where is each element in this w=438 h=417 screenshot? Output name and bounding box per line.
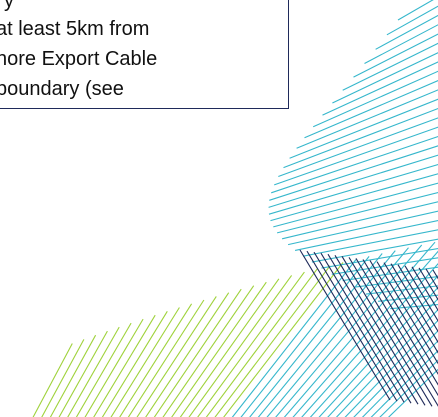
pattern-line (276, 191, 438, 234)
pattern-line (377, 294, 438, 302)
pattern-line (269, 145, 438, 201)
pattern-line (362, 259, 438, 386)
pattern-line (283, 107, 438, 169)
callout-line-4: boundary (see (0, 78, 124, 100)
pattern-line (294, 219, 438, 251)
pattern-line (322, 61, 438, 116)
pattern-line (418, 267, 438, 301)
pattern-line (110, 307, 180, 417)
pattern-line (136, 296, 217, 417)
pattern-line (370, 349, 438, 417)
pattern-line (58, 330, 108, 417)
pattern-line (223, 262, 344, 417)
pattern-line (240, 256, 370, 417)
pattern-line (388, 368, 438, 417)
pattern-line (119, 303, 193, 417)
pattern-line (344, 319, 438, 417)
pattern-line (214, 265, 331, 417)
pattern-line (342, 42, 438, 91)
pattern-line (306, 250, 398, 402)
pattern-line (320, 252, 412, 404)
pattern-line (249, 253, 383, 417)
pattern-line (275, 244, 423, 417)
pattern-line (127, 299, 205, 417)
callout-line-3: hore Export Cable (0, 48, 158, 70)
pattern-line (354, 275, 438, 288)
pattern-line (274, 126, 438, 186)
pattern-line (313, 251, 405, 403)
callout-line-1: y (4, 0, 14, 12)
pattern-line (299, 249, 391, 401)
pattern-line (334, 255, 426, 406)
pattern-line (197, 271, 305, 417)
pattern-line (179, 278, 280, 417)
pattern-line (304, 80, 438, 139)
pattern-line (162, 285, 255, 417)
callout-box: y at least 5km from hore Export Cable bo… (0, 0, 289, 109)
pattern-line (266, 247, 409, 417)
pattern-line (268, 163, 438, 215)
pattern-line (386, 5, 438, 36)
pattern-line (101, 311, 168, 417)
pattern-line (205, 268, 318, 417)
pattern-line (273, 182, 438, 228)
pattern-line (383, 262, 438, 354)
pattern-line (231, 259, 357, 417)
pattern-line (376, 261, 438, 365)
pattern-line (67, 326, 120, 417)
pattern-line (353, 330, 438, 417)
pattern-line (390, 263, 438, 344)
pattern-line (188, 275, 293, 417)
pattern-line (84, 318, 144, 417)
pattern-line (268, 154, 438, 208)
pattern-line (364, 24, 438, 64)
pattern-line (327, 253, 419, 405)
pattern-line (312, 70, 438, 128)
pattern-line (390, 303, 438, 310)
pattern-line (270, 173, 438, 222)
pattern-line (289, 98, 438, 159)
pattern-line (153, 288, 242, 417)
pattern-line (348, 257, 438, 407)
pattern-line (318, 286, 438, 417)
pattern-line (327, 297, 438, 417)
pattern-line (355, 258, 438, 397)
pattern-line (309, 275, 438, 417)
pattern-line (281, 201, 438, 240)
pattern-line (278, 117, 438, 178)
pattern-line (287, 210, 438, 246)
pattern-line (341, 256, 433, 407)
pattern-line (171, 281, 267, 417)
pattern-line (145, 292, 230, 417)
pattern-line (404, 265, 438, 322)
pattern-line (353, 33, 438, 78)
pattern-line (302, 229, 438, 257)
pattern-line (271, 135, 438, 194)
pattern-line (369, 260, 438, 375)
pattern-line (397, 264, 438, 333)
pattern-line (257, 250, 396, 417)
pattern-line (296, 89, 438, 149)
pattern-line (49, 334, 97, 417)
pattern-line (311, 238, 438, 263)
pattern-line (411, 266, 438, 312)
pattern-line (32, 343, 73, 417)
pattern-line (75, 322, 132, 417)
pattern-line (335, 308, 438, 417)
pattern-line (93, 314, 156, 417)
callout-line-2: at least 5km from (0, 18, 150, 40)
pattern-line (41, 339, 85, 417)
pattern-line (321, 247, 438, 269)
pattern-line (397, 0, 434, 21)
pattern-line (332, 52, 438, 104)
